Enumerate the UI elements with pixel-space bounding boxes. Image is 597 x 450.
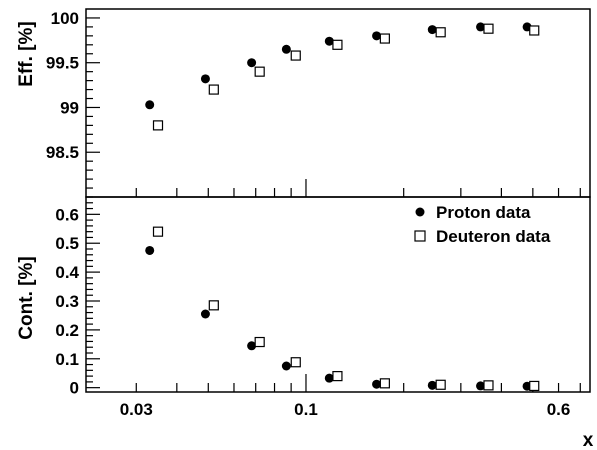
efficiency-proton-point [372, 31, 382, 41]
legend-proton-marker [415, 207, 425, 217]
contamination-y-tick-label: 0.5 [55, 234, 79, 253]
contamination-deuteron-point [332, 371, 343, 382]
contamination-deuteron-point [152, 226, 164, 237]
efficiency-proton-point [427, 25, 437, 35]
contamination-proton-point [427, 380, 437, 390]
efficiency-proton-point [281, 44, 291, 54]
efficiency-proton-point [200, 74, 210, 84]
contamination-proton-point [145, 245, 155, 255]
x-tick-label: 0.6 [547, 400, 571, 419]
contamination-y-tick-label: 0.1 [55, 350, 79, 369]
contamination-deuteron-point [529, 380, 540, 392]
legend-deuteron-marker [414, 230, 426, 242]
efficiency-plot-frame [85, 8, 591, 198]
contamination-y-tick-label: 0.4 [55, 263, 79, 282]
efficiency-y-tick-label: 99 [60, 98, 79, 117]
efficiency-y-axis-title: Eff. [%] [16, 21, 37, 86]
efficiency-deuteron-point [332, 39, 343, 50]
efficiency-proton-point [145, 100, 155, 110]
contamination-deuteron-point [483, 380, 494, 391]
contamination-deuteron-point [208, 300, 219, 311]
contamination-deuteron-point [379, 378, 390, 389]
x-axis-title: x [583, 430, 594, 450]
efficiency-y-tick-label: 98.5 [46, 143, 79, 162]
efficiency-panel: 98.5 99 99.5 100 [46, 8, 591, 198]
contamination-plot-frame [85, 196, 591, 393]
contamination-y-tick-label: 0.2 [55, 321, 79, 340]
efficiency-y-tick-label: 100 [51, 9, 79, 28]
contamination-proton-point [281, 361, 291, 371]
contamination-deuteron-point [254, 336, 265, 348]
efficiency-deuteron-point [379, 33, 390, 44]
efficiency-proton-point [247, 58, 257, 68]
efficiency-deuteron-point [254, 66, 265, 77]
efficiency-deuteron-point [152, 120, 164, 131]
contamination-y-tick-label: 0.3 [55, 292, 79, 311]
contamination-y-tick-label: 0 [70, 379, 79, 398]
efficiency-y-tick-label: 99.5 [46, 54, 79, 73]
contamination-proton-point [476, 381, 486, 391]
contamination-deuteron-point [435, 379, 446, 390]
legend-entry-label: Proton data [436, 203, 531, 222]
efficiency-deuteron-point [435, 27, 446, 38]
legend-entry-label: Deuteron data [436, 227, 551, 246]
contamination-proton-point [247, 341, 257, 351]
efficiency-deuteron-point [483, 23, 494, 34]
efficiency-deuteron-point [290, 50, 301, 61]
contamination-proton-point [372, 379, 382, 389]
contamination-panel: 0 0.1 0.2 0.3 0.4 0.5 0.6 0.03 0.1 0.6 [55, 196, 591, 419]
contamination-proton-point [200, 309, 210, 319]
contamination-proton-point [324, 373, 334, 383]
contamination-deuteron-point [290, 357, 301, 368]
contamination-y-axis-title: Cont. [%] [16, 256, 37, 339]
contamination-y-tick-label: 0.6 [55, 205, 79, 224]
efficiency-deuteron-point [208, 84, 219, 95]
efficiency-deuteron-point [529, 25, 540, 36]
x-tick-label: 0.03 [120, 400, 153, 419]
legend: Proton data Deuteron data [414, 203, 551, 246]
x-tick-label: 0.1 [294, 400, 318, 419]
efficiency-proton-point [476, 22, 486, 32]
efficiency-proton-point [324, 36, 334, 46]
